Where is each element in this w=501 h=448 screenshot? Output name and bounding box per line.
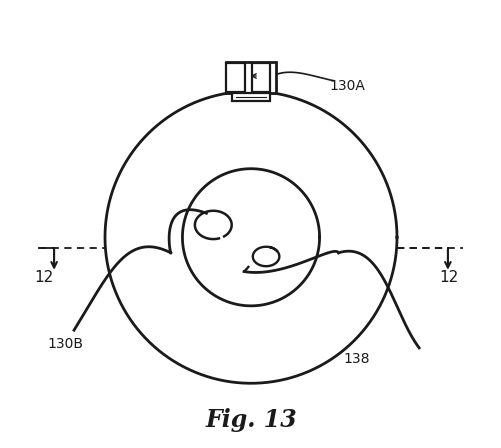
Text: Fig. 13: Fig. 13 — [205, 408, 296, 432]
Text: 130B: 130B — [48, 337, 83, 351]
Bar — [231, 94, 270, 101]
Text: 130A: 130A — [329, 78, 365, 93]
Bar — [226, 63, 244, 92]
Text: 138: 138 — [343, 353, 370, 366]
Bar — [225, 62, 276, 94]
Bar — [252, 63, 270, 92]
Text: 12: 12 — [438, 270, 457, 284]
Text: 12: 12 — [34, 270, 53, 284]
